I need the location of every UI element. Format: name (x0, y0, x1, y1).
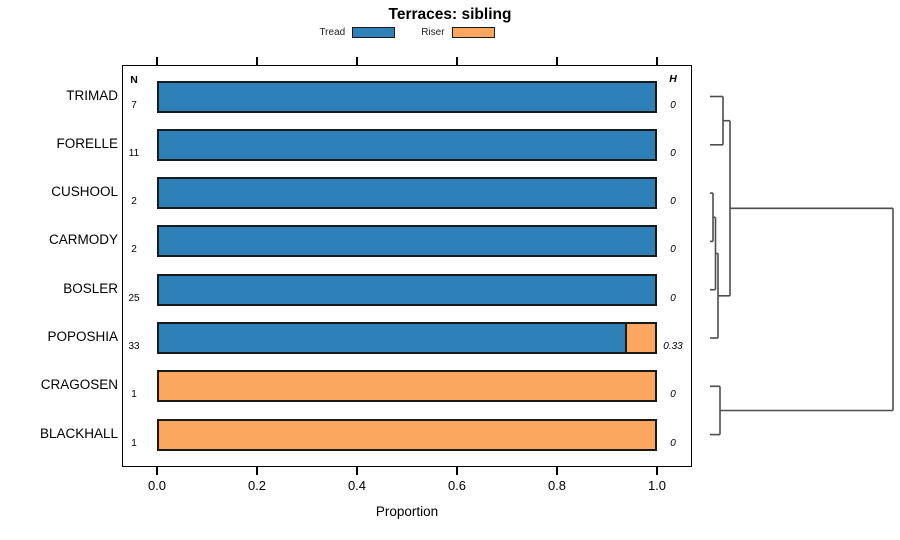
n-value: 1 (131, 389, 137, 401)
bottom-tick (456, 467, 458, 475)
category-label-trimad: TRIMAD (66, 87, 118, 103)
h-value: 0 (670, 244, 676, 256)
x-tick-label: 0.6 (447, 478, 467, 493)
bar-trimad (157, 80, 657, 113)
x-tick-label: 0.4 (347, 478, 367, 493)
bar-segment-riser (159, 420, 655, 449)
n-value: 11 (128, 147, 140, 159)
bar-segment-tread (159, 179, 655, 208)
n-value: 7 (131, 99, 137, 111)
bottom-tick (556, 467, 558, 475)
n-column-header: N (130, 74, 138, 86)
top-tick (256, 57, 258, 65)
category-label-forelle: FORELLE (56, 135, 118, 151)
bar-bosler (157, 273, 657, 306)
top-tick (556, 57, 558, 65)
bar-segment-tread (159, 227, 655, 256)
category-label-poposhia: POPOSHIA (47, 329, 118, 344)
h-value: 0 (670, 99, 676, 111)
bottom-tick (156, 467, 158, 475)
bar-segment-tread (159, 275, 655, 304)
category-label-cushool: CUSHOOL (51, 184, 118, 200)
h-value: 0 (670, 389, 676, 401)
plot-box (122, 65, 692, 467)
n-value: 2 (131, 244, 137, 256)
legend-label-tread: Tread (319, 27, 346, 38)
category-label-bosler: BOSLER (63, 280, 118, 296)
bar-forelle (157, 128, 657, 161)
bar-segment-riser (159, 372, 655, 401)
h-value: 0 (670, 196, 676, 208)
legend-swatch-riser (451, 27, 495, 38)
bar-segment-tread (159, 130, 655, 159)
bottom-tick (356, 467, 358, 475)
bar-cushool (157, 177, 657, 210)
category-label-carmody: CARMODY (48, 232, 118, 248)
top-tick (156, 57, 158, 65)
x-tick-label: 0.8 (547, 478, 567, 493)
x-tick-label: 0.0 (147, 478, 167, 493)
chart-title: Terraces: sibling (388, 6, 512, 23)
legend-item-riser: Riser (421, 27, 495, 38)
category-label-cragosen: CRAGOSEN (40, 377, 118, 393)
n-value: 1 (131, 437, 137, 449)
x-tick-label: 0.2 (247, 478, 267, 493)
h-value: 0 (670, 147, 676, 159)
n-value: 25 (128, 292, 140, 304)
bar-poposhia (157, 322, 657, 354)
bottom-tick (256, 467, 258, 475)
category-label-blackhall: BLACKHALL (39, 425, 118, 441)
h-value: 0.33 (663, 341, 683, 352)
bar-blackhall (157, 418, 657, 451)
bar-carmody (157, 225, 657, 258)
top-tick (456, 57, 458, 65)
bar-segment-tread (159, 324, 626, 352)
x-tick-label: 1.0 (647, 478, 667, 493)
bar-segment-riser (625, 324, 655, 352)
h-value: 0 (670, 437, 676, 449)
bottom-tick (656, 467, 658, 475)
h-column-header: H (669, 73, 677, 85)
n-value: 2 (131, 196, 137, 208)
top-tick (356, 57, 358, 65)
n-value: 33 (128, 341, 140, 352)
legend-label-riser: Riser (421, 27, 445, 38)
x-axis-title: Proportion (375, 504, 439, 519)
h-value: 0 (670, 292, 676, 304)
legend-swatch-tread (352, 27, 396, 38)
legend-item-tread: Tread (319, 27, 396, 38)
bar-cragosen (157, 370, 657, 403)
legend: Tread Riser (122, 25, 692, 40)
top-tick (656, 57, 658, 65)
bar-segment-tread (159, 82, 655, 111)
